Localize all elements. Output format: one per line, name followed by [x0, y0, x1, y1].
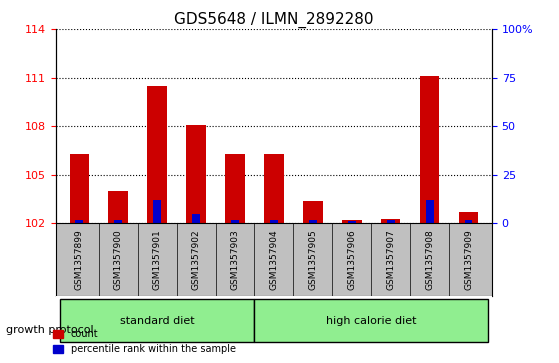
Text: GSM1357904: GSM1357904 — [269, 229, 278, 290]
Text: GSM1357906: GSM1357906 — [347, 229, 356, 290]
Bar — [387, 220, 395, 223]
Text: high calorie diet: high calorie diet — [326, 315, 416, 326]
Bar — [270, 220, 278, 223]
Bar — [148, 86, 167, 223]
Text: GSM1357902: GSM1357902 — [192, 229, 201, 290]
Bar — [108, 191, 128, 223]
Bar — [69, 154, 89, 223]
Text: GSM1357907: GSM1357907 — [386, 229, 395, 290]
Bar — [309, 220, 317, 223]
Bar — [348, 221, 356, 223]
Bar — [381, 219, 400, 223]
Text: GSM1357903: GSM1357903 — [230, 229, 239, 290]
Bar — [192, 214, 200, 223]
Bar — [254, 299, 488, 342]
Bar — [186, 125, 206, 223]
Text: GSM1357901: GSM1357901 — [153, 229, 162, 290]
Bar — [420, 76, 439, 223]
Bar — [426, 200, 434, 223]
Bar — [153, 200, 161, 223]
Legend: count, percentile rank within the sample: count, percentile rank within the sample — [50, 326, 240, 358]
Text: GSM1357900: GSM1357900 — [113, 229, 122, 290]
Bar — [75, 220, 83, 223]
Bar — [459, 212, 479, 223]
Text: standard diet: standard diet — [120, 315, 195, 326]
Bar — [114, 220, 122, 223]
Text: growth protocol: growth protocol — [6, 325, 93, 335]
Text: GSM1357905: GSM1357905 — [309, 229, 318, 290]
Bar — [264, 154, 283, 223]
Bar — [303, 201, 323, 223]
Bar — [225, 154, 245, 223]
Bar — [465, 220, 472, 223]
Text: GSM1357908: GSM1357908 — [425, 229, 434, 290]
Bar — [342, 220, 362, 223]
Bar — [60, 299, 254, 342]
Bar — [231, 220, 239, 223]
Text: GSM1357899: GSM1357899 — [75, 229, 84, 290]
Title: GDS5648 / ILMN_2892280: GDS5648 / ILMN_2892280 — [174, 12, 373, 28]
Text: GSM1357909: GSM1357909 — [464, 229, 473, 290]
